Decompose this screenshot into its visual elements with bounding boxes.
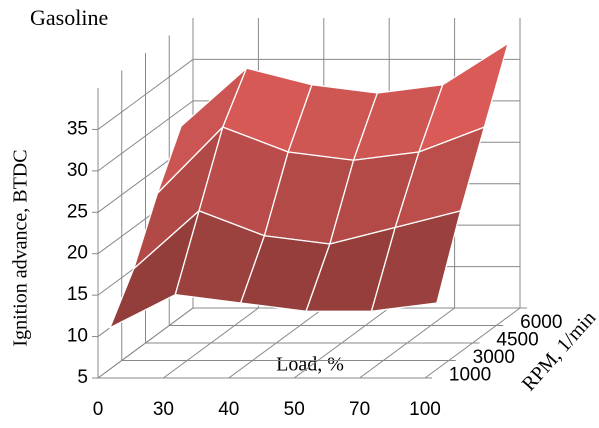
z-tick-label: 5 (77, 367, 88, 388)
z-axis-title: Ignition advance, BTDC (10, 149, 32, 346)
x-tick-label: 0 (93, 399, 104, 420)
z-tick-label: 30 (67, 160, 88, 181)
depth-tick-label: 4500 (496, 329, 538, 350)
chart-title: Gasoline (30, 5, 108, 30)
surface-patch (370, 210, 462, 312)
z-tick-label: 10 (67, 326, 88, 347)
z-tick-label: 15 (67, 284, 88, 305)
depth-tick-label: 3000 (473, 347, 515, 368)
x-tick-label: 30 (153, 399, 174, 420)
x-axis-title: Load, % (276, 354, 344, 376)
z-tick-label: 20 (67, 243, 88, 264)
z-tick-label: 25 (67, 201, 88, 222)
x-tick-label: 50 (284, 399, 305, 420)
x-tick-label: 40 (218, 399, 239, 420)
depth-tick-label: 1000 (449, 364, 491, 385)
x-tick-label: 100 (409, 399, 441, 420)
depth-tick-label: 6000 (520, 312, 562, 333)
z-tick-label: 35 (67, 118, 88, 139)
x-tick-label: 70 (349, 399, 370, 420)
